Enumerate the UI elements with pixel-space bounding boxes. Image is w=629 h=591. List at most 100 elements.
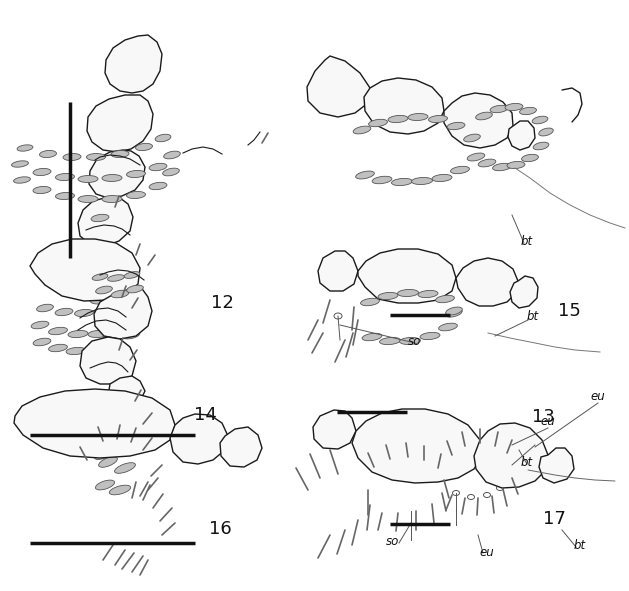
Ellipse shape: [40, 151, 57, 158]
Ellipse shape: [91, 215, 109, 222]
Ellipse shape: [432, 174, 452, 181]
Ellipse shape: [102, 174, 122, 181]
Ellipse shape: [379, 337, 401, 345]
Ellipse shape: [48, 345, 67, 352]
Ellipse shape: [63, 154, 81, 161]
Ellipse shape: [136, 144, 152, 151]
Ellipse shape: [505, 103, 523, 111]
Text: bt: bt: [521, 456, 533, 469]
Ellipse shape: [78, 176, 98, 183]
Ellipse shape: [128, 294, 144, 302]
Ellipse shape: [111, 151, 129, 158]
Text: bt: bt: [521, 235, 533, 248]
Ellipse shape: [355, 171, 374, 179]
Ellipse shape: [87, 154, 106, 161]
Text: 15: 15: [557, 302, 581, 320]
Ellipse shape: [68, 330, 88, 337]
PathPatch shape: [364, 78, 444, 134]
Ellipse shape: [106, 341, 125, 349]
Ellipse shape: [399, 337, 421, 345]
Ellipse shape: [17, 145, 33, 151]
Ellipse shape: [493, 163, 511, 171]
Ellipse shape: [521, 154, 538, 162]
Ellipse shape: [96, 480, 114, 490]
PathPatch shape: [94, 286, 152, 339]
PathPatch shape: [105, 35, 162, 93]
Ellipse shape: [36, 304, 53, 311]
Ellipse shape: [122, 331, 140, 339]
Ellipse shape: [435, 296, 454, 303]
Ellipse shape: [125, 318, 143, 326]
Ellipse shape: [78, 196, 98, 203]
PathPatch shape: [358, 249, 456, 303]
PathPatch shape: [89, 150, 145, 198]
Text: eu: eu: [540, 415, 555, 428]
Ellipse shape: [507, 161, 525, 168]
Ellipse shape: [360, 298, 379, 306]
Text: bt: bt: [574, 539, 586, 552]
Ellipse shape: [476, 112, 493, 120]
Ellipse shape: [113, 301, 131, 309]
Ellipse shape: [467, 153, 485, 161]
PathPatch shape: [80, 337, 136, 384]
Ellipse shape: [478, 159, 496, 167]
Ellipse shape: [126, 191, 145, 199]
Ellipse shape: [391, 178, 413, 186]
Ellipse shape: [450, 166, 469, 174]
Ellipse shape: [508, 462, 516, 466]
Ellipse shape: [33, 186, 51, 194]
Ellipse shape: [96, 286, 113, 294]
Ellipse shape: [126, 170, 145, 177]
Text: eu: eu: [480, 546, 494, 559]
Ellipse shape: [418, 290, 438, 298]
Ellipse shape: [94, 450, 111, 460]
Ellipse shape: [99, 457, 118, 467]
Ellipse shape: [520, 108, 537, 115]
Ellipse shape: [102, 403, 118, 413]
Text: 12: 12: [211, 294, 233, 312]
PathPatch shape: [508, 121, 535, 150]
Ellipse shape: [353, 126, 371, 134]
PathPatch shape: [14, 389, 175, 458]
Ellipse shape: [88, 330, 108, 337]
Ellipse shape: [111, 290, 129, 298]
Text: bt: bt: [527, 310, 539, 323]
PathPatch shape: [444, 93, 513, 148]
Ellipse shape: [126, 285, 143, 293]
Text: 13: 13: [532, 408, 554, 426]
Ellipse shape: [86, 346, 106, 353]
Ellipse shape: [447, 122, 465, 129]
PathPatch shape: [87, 95, 153, 152]
Ellipse shape: [114, 463, 135, 473]
PathPatch shape: [78, 197, 133, 246]
PathPatch shape: [108, 376, 145, 406]
Ellipse shape: [99, 336, 117, 344]
Ellipse shape: [92, 274, 108, 280]
Text: 17: 17: [543, 510, 565, 528]
Ellipse shape: [532, 116, 548, 124]
PathPatch shape: [74, 243, 133, 298]
Ellipse shape: [74, 310, 94, 317]
Ellipse shape: [90, 296, 110, 304]
PathPatch shape: [307, 56, 370, 117]
PathPatch shape: [510, 276, 538, 308]
Ellipse shape: [155, 134, 171, 142]
PathPatch shape: [539, 448, 574, 483]
Ellipse shape: [398, 290, 418, 297]
Ellipse shape: [11, 161, 28, 167]
Ellipse shape: [411, 177, 433, 184]
Ellipse shape: [55, 174, 74, 180]
Ellipse shape: [33, 168, 51, 176]
Ellipse shape: [369, 119, 387, 126]
Ellipse shape: [55, 193, 74, 200]
PathPatch shape: [170, 414, 228, 464]
Text: 14: 14: [194, 406, 216, 424]
Ellipse shape: [446, 307, 462, 315]
Ellipse shape: [109, 441, 127, 453]
Text: so: so: [386, 535, 399, 548]
PathPatch shape: [318, 251, 358, 291]
Ellipse shape: [14, 177, 30, 183]
Ellipse shape: [378, 293, 398, 300]
Ellipse shape: [94, 307, 113, 314]
Ellipse shape: [420, 332, 440, 340]
